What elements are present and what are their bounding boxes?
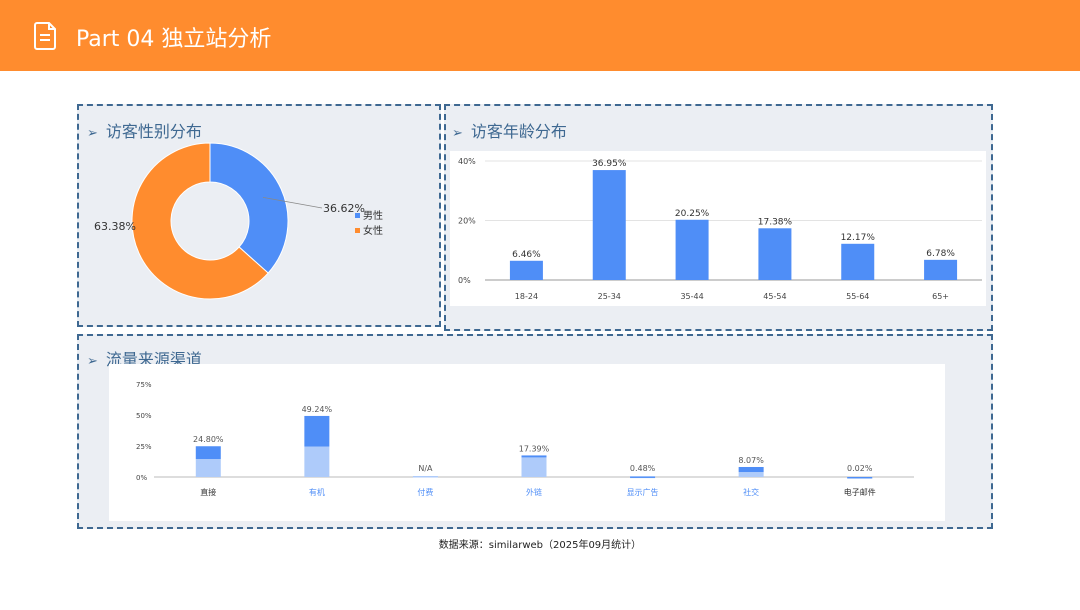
- x-tick-label: 直接: [200, 487, 216, 497]
- legend-swatch: [355, 213, 360, 218]
- data-label: 24.80%: [193, 435, 224, 444]
- age-bar-chart: 0% 20% 40% 6.46% 18-24 36.95% 25-34 20.25% 35-44…: [458, 157, 982, 301]
- header-bar: Part 04 独立站分析: [0, 0, 1080, 71]
- data-source-note: 数据来源：similarweb（2025年09月统计）: [438, 540, 642, 551]
- traffic-bar-segment-0: [412, 476, 438, 478]
- traffic-bar-segment-1: [847, 476, 873, 479]
- slice-value-label: 36.62%: [323, 202, 365, 215]
- x-tick-label: 65+: [932, 292, 949, 301]
- traffic-stacked-bar-chart: 0% 25% 50% 75% 24.80% 直接 49.24% 有机 N/A 付费 17.39% 外链…: [136, 381, 914, 497]
- age-title-text: 访客年龄分布: [470, 122, 567, 141]
- age-bar: [841, 243, 875, 280]
- donut-slice-0: [209, 142, 289, 274]
- data-label: 17.38%: [758, 217, 793, 227]
- data-label: 0.48%: [630, 464, 656, 473]
- gender-panel-title: ➢ 访客性别分布: [87, 118, 202, 142]
- y-tick-label: 75%: [136, 381, 152, 389]
- y-tick-label: 0%: [136, 474, 147, 482]
- traffic-bar-segment-1: [738, 466, 764, 473]
- x-tick-label: 付费: [417, 487, 433, 497]
- data-label: 20.25%: [675, 209, 710, 219]
- traffic-panel: ➢ 流量来源渠道 0% 25% 50% 75% 24.80% 直接 49.24% 有机 N/A 付费…: [77, 334, 993, 529]
- arrow-icon: ➢: [87, 354, 98, 369]
- data-label: 6.46%: [512, 250, 541, 260]
- y-tick-label: 50%: [136, 412, 152, 420]
- y-tick-label: 0%: [458, 276, 471, 285]
- traffic-bar-segment-1: [304, 415, 330, 447]
- legend-label: 女性: [363, 224, 383, 237]
- slice-value-label: 63.38%: [94, 220, 136, 233]
- legend-label: 男性: [363, 209, 383, 222]
- data-label: 49.24%: [302, 405, 333, 414]
- x-tick-label: 有机: [309, 487, 325, 497]
- gender-title-text: 访客性别分布: [105, 122, 202, 141]
- data-label: N/A: [418, 464, 433, 473]
- document-icon: [34, 22, 56, 50]
- x-tick-label: 35-44: [680, 292, 703, 301]
- gender-panel: ➢ 访客性别分布 36.62% 63.38% 男性女性: [77, 104, 441, 327]
- x-tick-label: 电子邮件: [844, 487, 876, 497]
- x-tick-label: 外链: [526, 487, 542, 497]
- data-label: 6.78%: [926, 249, 955, 259]
- page-title: Part 04 独立站分析: [76, 27, 272, 52]
- x-tick-label: 45-54: [763, 292, 786, 301]
- y-tick-label: 20%: [458, 217, 476, 226]
- age-bar: [509, 260, 543, 280]
- donut-slice-1: [131, 142, 269, 300]
- age-panel-title: ➢ 访客年龄分布: [452, 118, 567, 142]
- traffic-bar-segment-0: [521, 457, 547, 477]
- x-tick-label: 显示广告: [627, 487, 659, 497]
- data-label: 12.17%: [841, 233, 876, 243]
- traffic-chart-card: 0% 25% 50% 75% 24.80% 直接 49.24% 有机 N/A 付费 17.39% 外链…: [109, 364, 945, 521]
- y-tick-label: 40%: [458, 157, 476, 166]
- age-bar: [592, 170, 626, 280]
- slice-leader-line: [262, 196, 323, 209]
- x-tick-label: 25-34: [598, 292, 621, 301]
- legend-swatch: [355, 228, 360, 233]
- age-bar: [758, 228, 792, 280]
- traffic-bar-segment-0: [195, 459, 221, 477]
- age-chart-card: 0% 20% 40% 6.46% 18-24 36.95% 25-34 20.25% 35-44…: [450, 151, 986, 306]
- x-tick-label: 18-24: [515, 292, 538, 301]
- data-label: 0.02%: [847, 464, 873, 473]
- traffic-bar-segment-0: [304, 446, 330, 477]
- traffic-bar-segment-1: [521, 455, 547, 458]
- arrow-icon: ➢: [452, 126, 463, 141]
- x-tick-label: 社交: [743, 487, 759, 497]
- arrow-icon: ➢: [87, 126, 98, 141]
- age-panel: ➢ 访客年龄分布 0% 20% 40% 6.46% 18-24 36.95% 25-34 20.…: [444, 104, 993, 331]
- data-label: 36.95%: [592, 159, 627, 169]
- y-tick-label: 25%: [136, 443, 152, 451]
- data-label: 17.39%: [519, 444, 550, 453]
- traffic-bar-segment-1: [630, 476, 656, 478]
- traffic-bar-segment-0: [738, 472, 764, 477]
- age-bar: [924, 259, 958, 280]
- data-label: 8.07%: [738, 456, 764, 465]
- x-tick-label: 55-64: [846, 292, 869, 301]
- age-bar: [675, 219, 709, 280]
- traffic-bar-segment-1: [195, 446, 221, 460]
